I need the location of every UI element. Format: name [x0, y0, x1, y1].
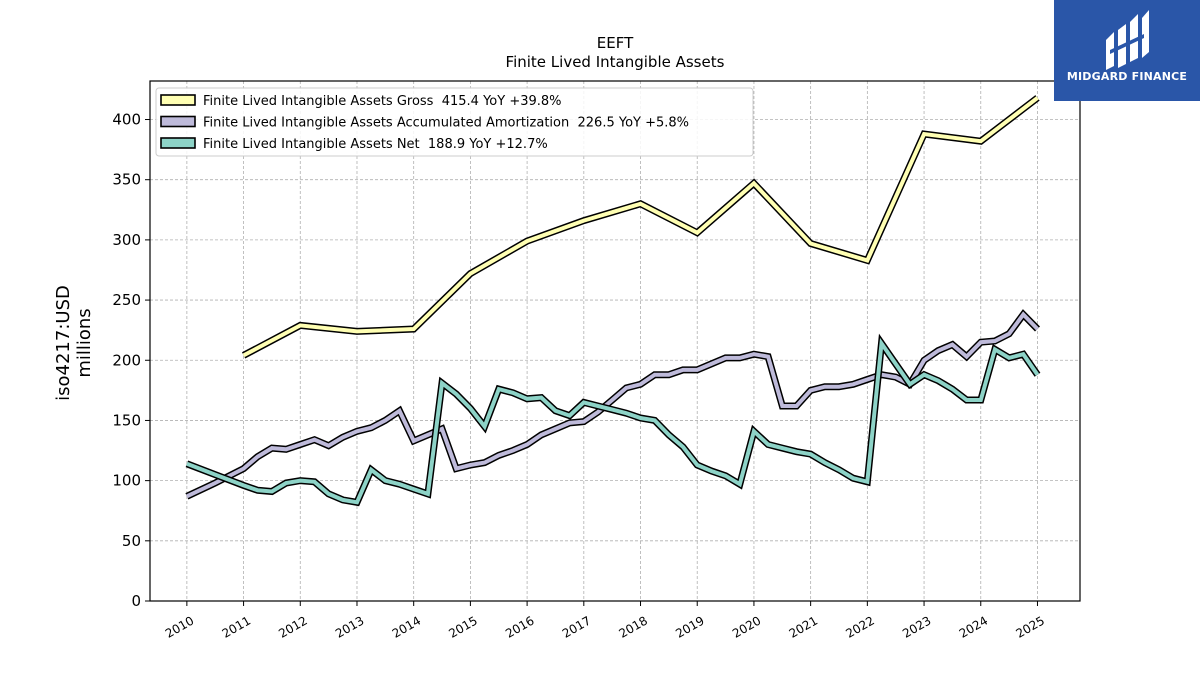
x-tick-label: 2025	[1014, 613, 1047, 640]
legend: Finite Lived Intangible Assets Gross 415…	[155, 87, 754, 157]
grid	[150, 81, 1080, 602]
y-tick-label: 350	[112, 171, 141, 189]
x-tick-label: 2012	[276, 613, 309, 640]
y-tick-label: 50	[122, 532, 141, 550]
legend-label: Finite Lived Intangible Assets Gross 415…	[203, 94, 562, 109]
y-tick-label: 100	[112, 472, 141, 490]
x-tick-label: 2023	[900, 613, 933, 640]
series-2-outline	[185, 333, 1041, 507]
legend-label: Finite Lived Intangible Assets Net 188.9…	[203, 137, 548, 152]
legend-swatch	[160, 94, 196, 106]
x-tick-label: 2024	[957, 613, 990, 640]
x-tick-label: 2010	[163, 613, 196, 640]
x-tick-label: 2019	[673, 613, 706, 640]
series-2-line	[185, 333, 1041, 507]
x-tick-label: 2014	[390, 613, 423, 640]
x-tick-label: 2013	[333, 613, 366, 640]
x-tick-label: 2016	[503, 613, 536, 640]
legend-label: Finite Lived Intangible Assets Accumulat…	[203, 116, 689, 131]
series-1-line	[185, 309, 1041, 500]
x-tick-label: 2022	[843, 613, 876, 640]
x-tick-label: 2015	[446, 613, 479, 640]
y-tick-label: 200	[112, 351, 141, 369]
x-tick-label: 2020	[730, 613, 763, 640]
legend-swatch	[160, 137, 196, 149]
series-1-stroke	[186, 311, 1039, 499]
legend-swatch	[160, 115, 196, 128]
x-tick-label: 2011	[220, 613, 253, 640]
series-0-stroke	[242, 96, 1039, 358]
y-tick-label: 150	[112, 411, 141, 429]
midgard-finance-logo: MIDGARD FINANCE	[1054, 0, 1200, 101]
series-1-outline	[185, 309, 1041, 500]
legend-box	[155, 87, 754, 157]
y-tick-label: 300	[112, 231, 141, 249]
x-axis: 2010 2011 2012 2013 2014 2015 2016 2017 2018 2019…	[163, 601, 1047, 641]
logo-text: MIDGARD FINANCE	[1066, 70, 1188, 83]
chart-title: EEFT	[597, 34, 634, 52]
x-tick-label: 2018	[617, 613, 650, 640]
chart-subtitle: Finite Lived Intangible Assets	[506, 53, 725, 71]
x-tick-label: 2017	[560, 613, 593, 640]
series-0-line	[241, 95, 1040, 359]
series-2-stroke	[186, 337, 1040, 505]
series-group	[185, 95, 1041, 507]
y-tick-label: 250	[112, 291, 141, 309]
y-axis-label-units: millions	[74, 308, 95, 377]
logo-mark-icon	[1106, 10, 1149, 70]
y-tick-label: 0	[131, 592, 141, 610]
y-tick-label: 400	[112, 111, 141, 129]
y-axis-label: iso4217:USD	[53, 285, 74, 401]
y-axis: 0 50 100 150 200 250 300 350 400	[112, 111, 150, 610]
x-tick-label: 2021	[787, 613, 820, 640]
plot-frame	[149, 80, 1081, 602]
